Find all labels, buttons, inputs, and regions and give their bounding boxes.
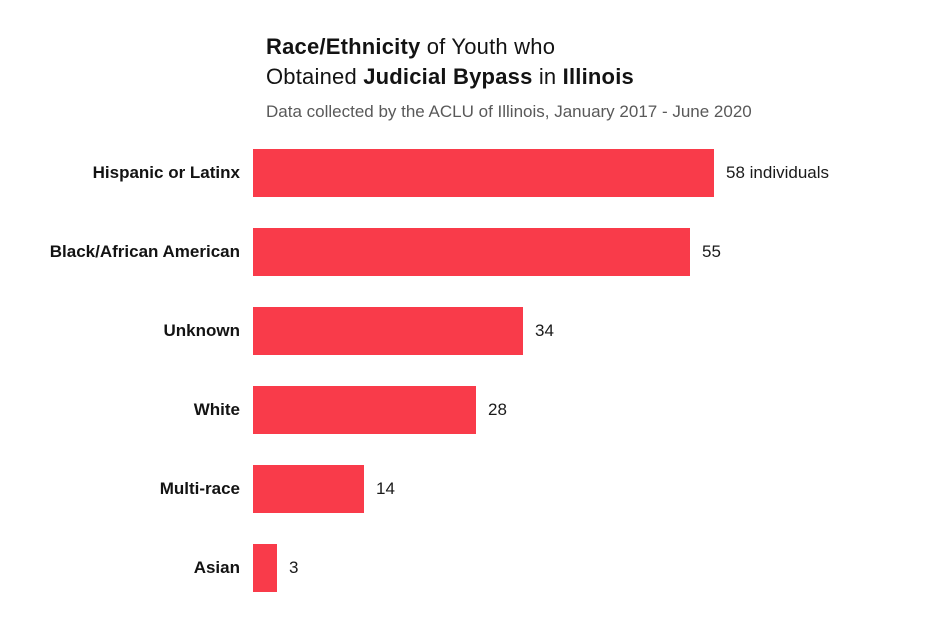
title-segment-bold: Judicial Bypass (363, 64, 533, 89)
chart-row: Multi-race 14 (0, 465, 946, 513)
bar (253, 149, 714, 197)
value-label: 14 (376, 479, 395, 498)
value-label: 55 (702, 242, 721, 261)
chart-row: Hispanic or Latinx 58 individuals (0, 149, 946, 197)
category-label: Black/African American (49, 242, 240, 261)
bar (253, 544, 277, 592)
value-label: 58 individuals (726, 163, 830, 182)
bar (253, 465, 364, 513)
bar-rows: Hispanic or Latinx 58 individuals Black/… (0, 149, 946, 623)
title-segment-regular: of Youth who (420, 34, 556, 59)
chart-row: White 28 (0, 386, 946, 434)
chart-row: Unknown 34 (0, 307, 946, 355)
value-label: 28 (488, 400, 507, 419)
title-segment-regular: Obtained (266, 64, 364, 89)
title-segment-bold: Race/Ethnicity (266, 34, 421, 59)
category-label: White (193, 400, 240, 419)
chart-title: Race/Ethnicity of Youth who Obtained Judi… (266, 32, 886, 92)
bar (253, 307, 523, 355)
value-label: 3 (289, 558, 299, 577)
bar (253, 386, 476, 434)
chart-row: Black/African American 55 (0, 228, 946, 276)
bar (253, 228, 690, 276)
category-label: Hispanic or Latinx (92, 163, 240, 182)
category-label: Asian (193, 558, 240, 577)
title-segment-bold: Illinois (562, 64, 634, 89)
title-segment-regular: in (532, 64, 563, 89)
chart-subtitle: Data collected by the ACLU of Illinois, … (266, 102, 752, 121)
chart-header: Race/Ethnicity of Youth who Obtained Judi… (266, 32, 886, 122)
chart-row: Asian 3 (0, 544, 946, 592)
category-label: Unknown (163, 321, 241, 340)
value-label: 34 (535, 321, 554, 340)
category-label: Multi-race (159, 479, 240, 498)
